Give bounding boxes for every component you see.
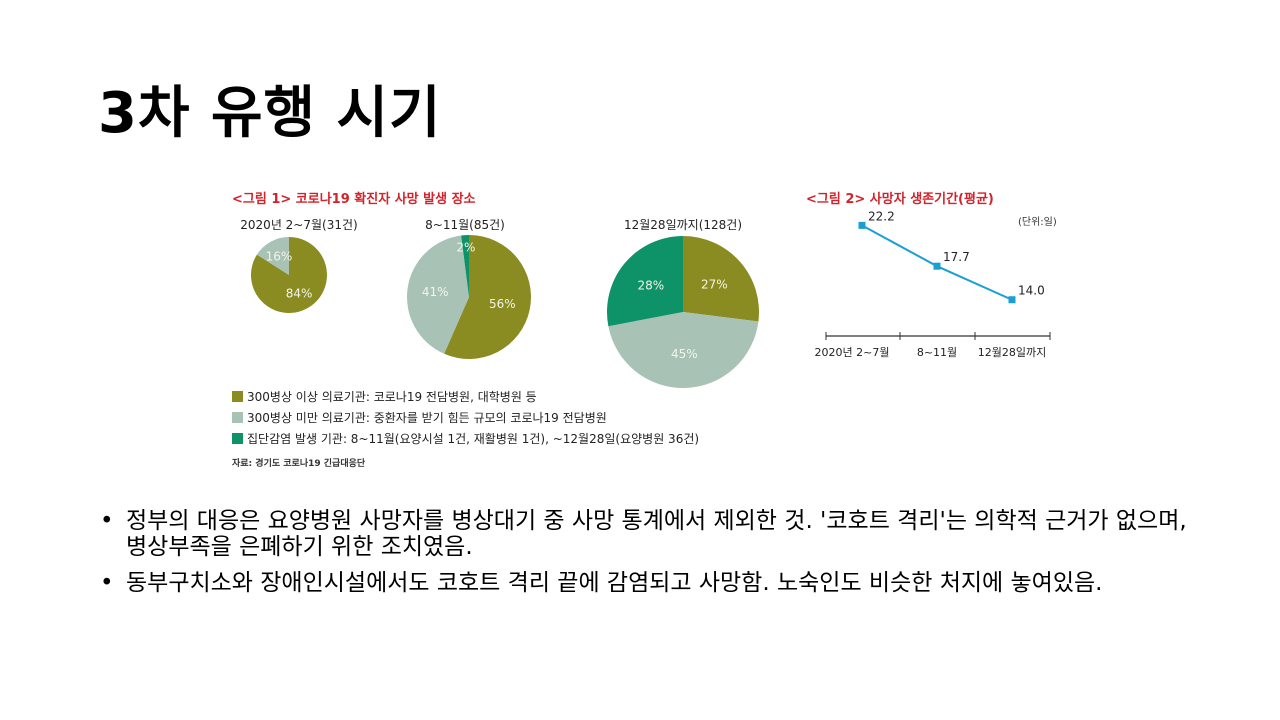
legend-item: 300병상 미만 의료기관: 중환자를 받기 힘든 규모의 코로나19 전담병원 (232, 407, 699, 428)
bullet-list: 정부의 대응은 요양병원 사망자를 병상대기 중 사망 통계에서 제외한 것. … (100, 508, 1190, 606)
data-label: 14.0 (1018, 284, 1045, 298)
slice-label: 16% (266, 250, 293, 264)
x-tick-label: 12월28일까지 (978, 345, 1046, 359)
data-point (933, 262, 941, 270)
legend-swatch (232, 391, 243, 402)
legend-item: 300병상 이상 의료기관: 코로나19 전담병원, 대학병원 등 (232, 386, 699, 407)
pie1-label: 2020년 2~7월(31건) (240, 218, 358, 232)
legend-item: 집단감염 발생 기관: 8~11월(요양시설 1건, 재활병원 1건), ~12… (232, 428, 699, 449)
pie-slice (406, 235, 469, 354)
legend-label: 300병상 이상 의료기관: 코로나19 전담병원, 대학병원 등 (247, 390, 537, 404)
x-tick-label: 8~11월 (917, 346, 957, 359)
pie-legend: 300병상 이상 의료기관: 코로나19 전담병원, 대학병원 등 300병상 … (232, 386, 699, 449)
slide-title: 3차 유행 시기 (98, 81, 442, 146)
slice-label: 27% (701, 277, 728, 291)
source-note: 자료: 경기도 코로나19 긴급대응단 (232, 459, 366, 469)
pie-slice (683, 236, 759, 322)
legend-label: 300병상 미만 의료기관: 중환자를 받기 힘든 규모의 코로나19 전담병원 (247, 411, 607, 425)
pie3-label: 12월28일까지(128건) (623, 218, 743, 232)
slice-label: 56% (489, 297, 516, 311)
pie-slice (256, 237, 289, 275)
pie-slice (444, 235, 531, 359)
x-tick-label: 2020년 2~7월 (815, 346, 890, 359)
figure1-title: <그림 1> 코로나19 확진자 사망 발생 장소 (232, 192, 476, 207)
pie-slice (608, 312, 759, 388)
slice-label: 45% (671, 347, 698, 361)
figure2-title: <그림 2> 사망자 생존기간(평균) (806, 192, 994, 207)
bullet-item: 정부의 대응은 요양병원 사망자를 병상대기 중 사망 통계에서 제외한 것. … (100, 508, 1190, 560)
data-label: 17.7 (943, 250, 970, 264)
legend-swatch (232, 433, 243, 444)
unit-label: (단위:일) (1018, 217, 1057, 228)
slice-label: 84% (286, 286, 313, 300)
data-label: 22.2 (868, 209, 895, 223)
pie2-label: 8~11월(85건) (425, 218, 505, 232)
slice-label: 41% (422, 285, 449, 299)
line-series (861, 224, 1013, 301)
pie-slice (461, 235, 469, 297)
pie-slice (607, 236, 683, 327)
data-point (858, 221, 866, 229)
legend-label: 집단감염 발생 기관: 8~11월(요양시설 1건, 재활병원 1건), ~12… (247, 432, 700, 446)
bullet-item: 동부구치소와 장애인시설에서도 코호트 격리 끝에 감염되고 사망함. 노숙인도… (100, 570, 1190, 596)
slice-label: 28% (637, 278, 664, 292)
legend-swatch (232, 412, 243, 423)
slice-label: 2% (456, 240, 475, 254)
data-point (1008, 296, 1016, 304)
